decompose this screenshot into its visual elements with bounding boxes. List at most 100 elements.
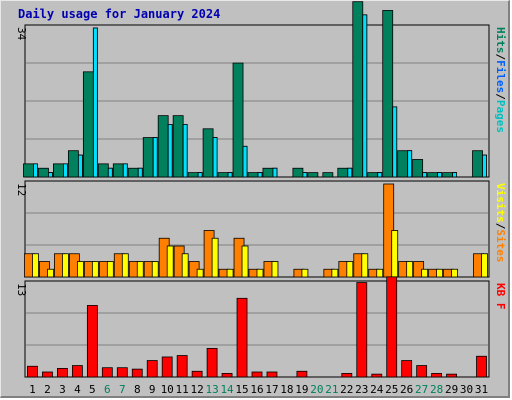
top-legend-entry: Pages [494,100,507,133]
day-tick-label: 12 [191,383,204,396]
top-bar-hits [262,167,274,178]
top-legend: Hits/Files/Pages [494,27,507,133]
mid-max-label: 12 [15,183,28,196]
top-bar-hits [322,172,334,178]
mid-panel [24,180,490,278]
top-bar-hits [112,163,124,178]
mid-bar-sites [376,268,384,278]
top-bar-pages [167,124,173,178]
top-bar-pages [63,163,68,178]
mid-legend-entry: / [494,223,507,230]
top-bar-hits [472,150,483,178]
bot-bar-kbytes [131,368,143,378]
mid-bar-sites [62,253,69,278]
bot-max-label: 13 [15,283,28,296]
mid-bar-sites [301,268,309,278]
bot-bar-kbytes [446,373,457,378]
bot-bar-kbytes [221,373,233,378]
top-bar-hits [382,10,394,178]
bot-bar-kbytes [401,360,413,378]
mid-bar-sites [271,261,279,278]
day-tick-label: 15 [235,383,248,396]
top-bar-hits [23,163,34,178]
top-bar-hits [67,150,79,178]
mid-bar-sites [421,268,429,278]
bot-bar-kbytes [371,373,383,378]
day-tick-label: 8 [134,383,141,396]
day-tick-label: 23 [355,383,368,396]
mid-bar-sites [151,261,159,278]
top-max-label: 34 [15,27,28,41]
bot-bar-kbytes [161,356,173,378]
day-tick-label: 6 [104,383,111,396]
day-tick-label: 27 [415,383,428,396]
top-bar-hits [127,167,139,178]
day-tick-label: 5 [89,383,96,396]
chart-title: Daily usage for January 2024 [18,7,221,21]
top-bar-hits [247,172,259,178]
top-bar-pages [377,172,383,178]
mid-bar-sites [181,253,189,278]
day-tick-label: 22 [340,383,353,396]
mid-bar-sites [211,237,219,278]
bot-bar-kbytes [57,368,68,378]
top-bar-hits [232,62,244,178]
top-bar-hits [427,172,439,178]
day-tick-label: 1 [29,383,36,396]
top-bar-hits [53,163,64,178]
mid-bar-sites [76,261,84,278]
day-tick-label: 25 [385,383,398,396]
top-bar-pages [242,145,248,178]
bot-bar-kbytes [356,282,368,378]
bot-bar-kbytes [176,355,188,378]
top-bar-hits [217,172,229,178]
top-legend-entry: / [494,93,507,100]
day-tick-label: 31 [475,383,488,396]
mid-bar-sites [136,261,144,278]
top-bar-hits [142,137,154,178]
day-tick-label: 18 [280,383,293,396]
mid-bar-sites [121,253,129,278]
top-bar-pages [452,172,457,178]
top-bar-pages [437,172,443,178]
day-tick-label: 24 [370,383,384,396]
top-bar-hits [442,172,453,178]
top-bar-pages [227,172,233,178]
day-tick-label: 19 [295,383,308,396]
day-tick-label: 10 [161,383,174,396]
top-bar-pages [302,172,308,178]
top-bar-hits [307,172,319,178]
day-tick-label: 4 [74,383,81,396]
day-tick-label: 28 [430,383,443,396]
day-tick-label: 20 [310,383,323,396]
top-bar-pages [137,167,143,178]
mid-bar-sites [436,268,444,278]
top-bar-pages [107,167,113,178]
mid-bar-sites [47,268,54,278]
bot-legend: KB F [494,283,507,310]
bot-bar-kbytes [386,276,398,378]
day-tick-label: 9 [149,383,156,396]
top-bar-pages [182,124,188,178]
top-bar-hits [337,167,349,178]
top-bar-pages [212,137,218,178]
mid-bar-sites [391,230,399,278]
bot-bar-kbytes [71,365,83,378]
bot-bar-kbytes [236,297,248,378]
bot-bar-kbytes [86,305,98,378]
top-bar-pages [197,172,203,178]
day-tick-label: 21 [325,383,338,396]
bot-legend-entry: KB F [494,283,507,310]
top-bar-pages [152,137,158,178]
mid-bar-sites [331,268,339,278]
top-bar-pages [257,172,263,178]
top-bar-pages [48,172,53,178]
mid-legend: Visits/Sites [494,183,507,263]
top-bar-pages [482,154,487,178]
top-bar-pages [422,172,428,178]
bot-bar-kbytes [476,355,487,378]
top-bar-hits [412,159,424,178]
top-bar-pages [92,27,98,178]
top-bar-hits [38,167,49,178]
bot-bar-kbytes [206,347,218,378]
